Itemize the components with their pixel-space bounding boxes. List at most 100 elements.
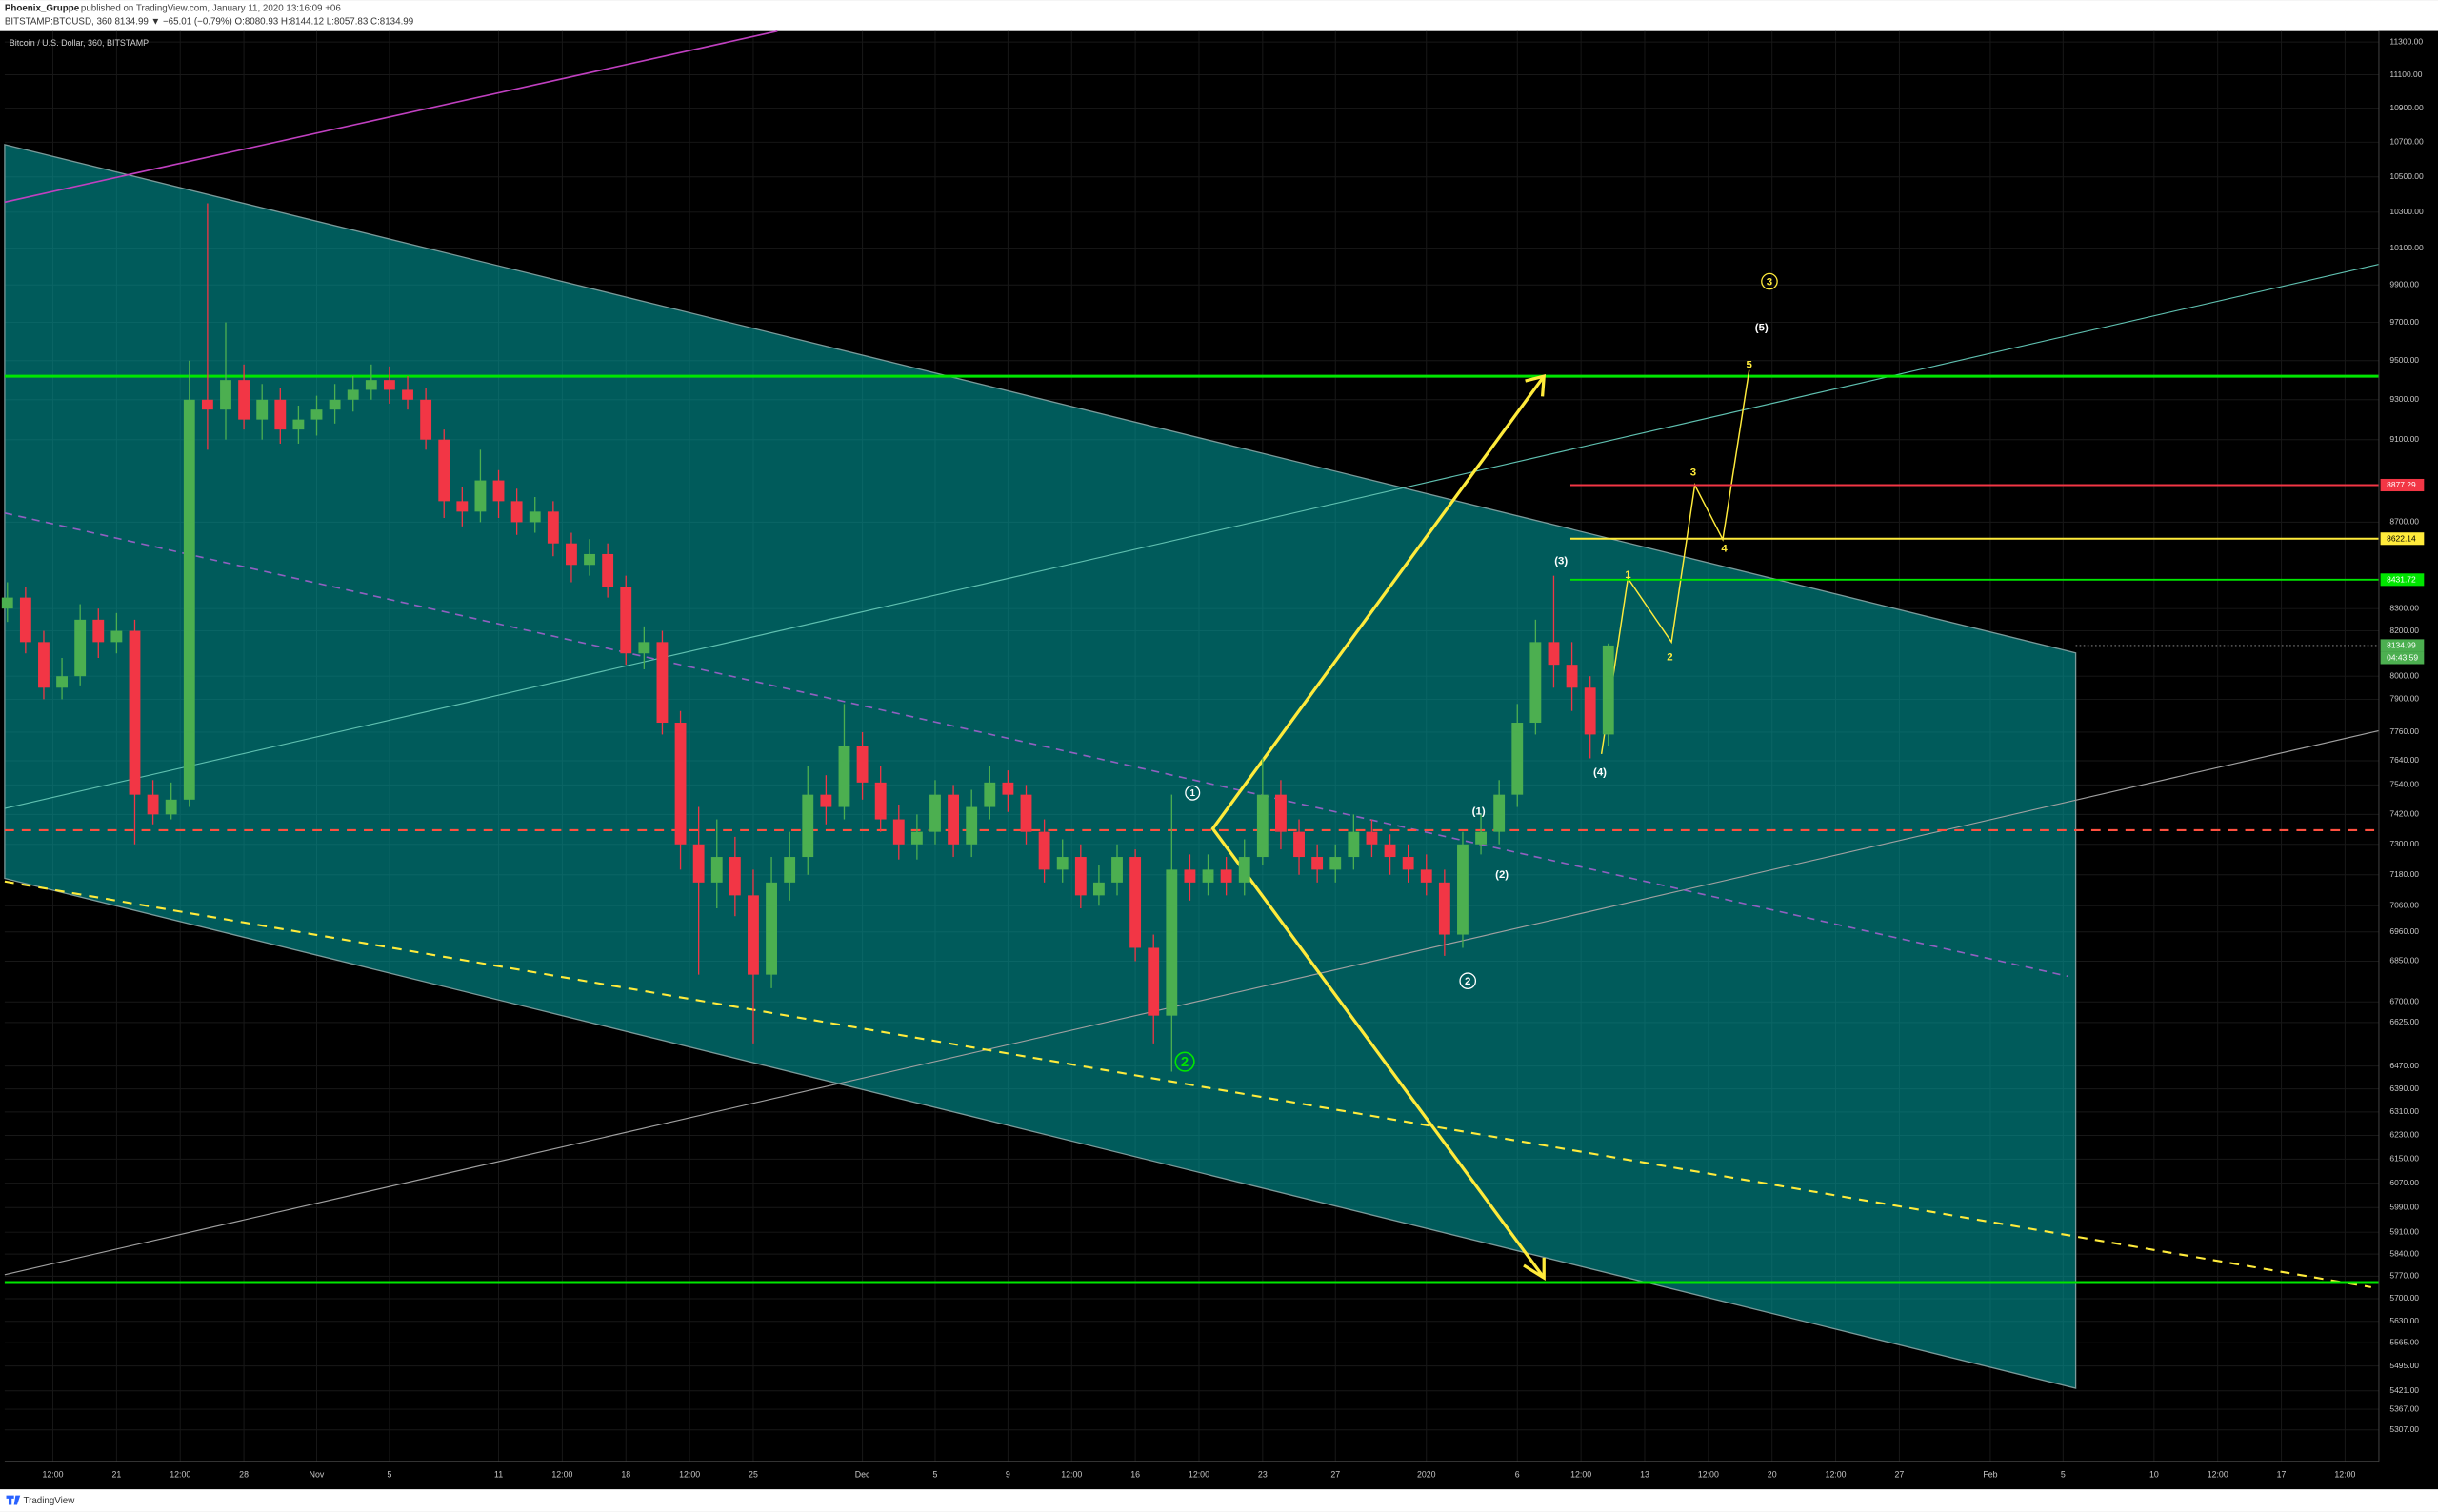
price-tag-label: 8622.14 <box>2387 533 2416 543</box>
y-tick-label: 6625.00 <box>2389 1017 2419 1026</box>
arrow-head <box>1523 1257 1546 1282</box>
candle-body <box>892 819 905 845</box>
candle-body <box>729 857 741 896</box>
y-tick-label: 5307.00 <box>2389 1424 2419 1434</box>
wave-label: 1 <box>1625 569 1631 581</box>
candle-body <box>365 380 377 390</box>
x-tick-label: 12:00 <box>2208 1470 2228 1480</box>
y-tick-label: 7300.00 <box>2389 839 2419 848</box>
x-tick-label: 23 <box>1258 1470 1268 1480</box>
y-tick-label: 6070.00 <box>2389 1178 2419 1187</box>
candle-body <box>1056 857 1069 870</box>
y-tick-label: 6310.00 <box>2389 1106 2419 1116</box>
wave-label: 4 <box>1721 543 1728 554</box>
candle-body <box>110 630 123 643</box>
candle-body <box>638 642 650 654</box>
x-tick-label: 10 <box>2149 1470 2159 1480</box>
candle-body <box>201 399 213 410</box>
candle-body <box>1438 882 1450 935</box>
candle-body <box>584 553 595 566</box>
publisher: Phoenix_Gruppe <box>5 4 80 14</box>
y-tick-label: 7760.00 <box>2389 726 2419 736</box>
wave-circle <box>1761 272 1778 290</box>
wave-path <box>1600 369 1750 754</box>
wave-circle <box>1174 1051 1195 1072</box>
candle-body <box>1166 869 1178 1016</box>
x-tick-label: 12:00 <box>1570 1470 1591 1480</box>
x-tick-label: 27 <box>1330 1470 1340 1480</box>
y-tick-label: 10300.00 <box>2389 207 2424 216</box>
candle-body <box>56 676 68 688</box>
x-tick-label: 12:00 <box>170 1470 190 1480</box>
candle-body <box>38 642 50 688</box>
candle-body <box>1566 665 1578 688</box>
candle-body <box>1002 782 1014 795</box>
candle-body <box>1511 723 1524 795</box>
candle-body <box>820 794 832 807</box>
x-tick-label: 5 <box>2061 1470 2066 1480</box>
candle-body <box>310 409 323 420</box>
y-tick-label: 10100.00 <box>2389 243 2424 252</box>
candle-body <box>1038 831 1050 870</box>
candles <box>1 203 1614 1072</box>
y-tick-label: 10500.00 <box>2389 171 2424 181</box>
footer-bar <box>0 1489 2438 1512</box>
x-tick-label: 17 <box>2277 1470 2287 1480</box>
candle-body <box>656 642 669 724</box>
candle-body <box>1111 857 1123 883</box>
candle-body <box>1311 857 1324 870</box>
axes: 11300.00 11100.00 10900.00 10700.00 10500.00… <box>43 36 2425 1480</box>
candle-body <box>1420 869 1432 883</box>
x-tick-label: 12:00 <box>1189 1470 1209 1480</box>
y-tick-label: 5770.00 <box>2389 1271 2419 1281</box>
candle-body <box>74 619 87 677</box>
candle-body <box>1584 687 1596 735</box>
wave-label: 5 <box>1747 360 1753 371</box>
y-tick-label: 9500.00 <box>2389 355 2419 365</box>
candle-body <box>1475 831 1487 845</box>
y-tick-label: 8200.00 <box>2389 626 2419 635</box>
wave-circle <box>1185 785 1201 801</box>
candle-body <box>1366 831 1378 845</box>
price-tag-label: 8431.72 <box>2387 575 2416 585</box>
arrow-head <box>1525 374 1547 397</box>
candle-body <box>856 746 869 783</box>
x-tick-label: 21 <box>111 1470 121 1480</box>
median-line <box>4 512 2068 978</box>
y-tick-label: 9700.00 <box>2389 317 2419 327</box>
y-tick-label: 5367.00 <box>2389 1403 2419 1413</box>
candle-body <box>1092 882 1105 896</box>
wave-circle <box>1459 972 1477 990</box>
wave-label: 2 <box>1181 1055 1189 1070</box>
candle-body <box>183 399 195 800</box>
candle-body <box>1384 844 1396 858</box>
y-tick-label: 6850.00 <box>2389 956 2419 965</box>
y-tick-label: 5421.00 <box>2389 1385 2419 1395</box>
candle-body <box>329 399 341 410</box>
trend-line <box>4 30 778 204</box>
candle-body <box>966 806 978 845</box>
candle-body <box>1548 642 1560 666</box>
price-levels <box>1569 484 2379 647</box>
x-tick-label: Feb <box>1983 1470 1997 1480</box>
candle-body <box>948 794 960 845</box>
candle-body <box>529 511 541 523</box>
candle-body <box>1329 857 1342 870</box>
wave-label: 2 <box>1465 976 1470 987</box>
price-tag <box>2380 532 2425 546</box>
x-tick-label: 12:00 <box>43 1470 64 1480</box>
candle-body <box>1 597 13 609</box>
y-tick-label: 7420.00 <box>2389 809 2419 819</box>
candle-body <box>1020 794 1032 832</box>
y-tick-label: 5630.00 <box>2389 1316 2419 1325</box>
candle-body <box>1148 947 1160 1016</box>
y-tick-label: 5495.00 <box>2389 1361 2419 1370</box>
candle-body <box>1529 642 1542 724</box>
candle-body <box>929 794 941 832</box>
candle-body <box>620 587 632 654</box>
wave-label: (4) <box>1593 766 1607 778</box>
y-tick-label: 6390.00 <box>2389 1084 2419 1093</box>
x-tick-label: 11 <box>494 1470 503 1480</box>
y-tick-label: 5840.00 <box>2389 1248 2419 1258</box>
x-tick-label: Nov <box>310 1470 325 1480</box>
